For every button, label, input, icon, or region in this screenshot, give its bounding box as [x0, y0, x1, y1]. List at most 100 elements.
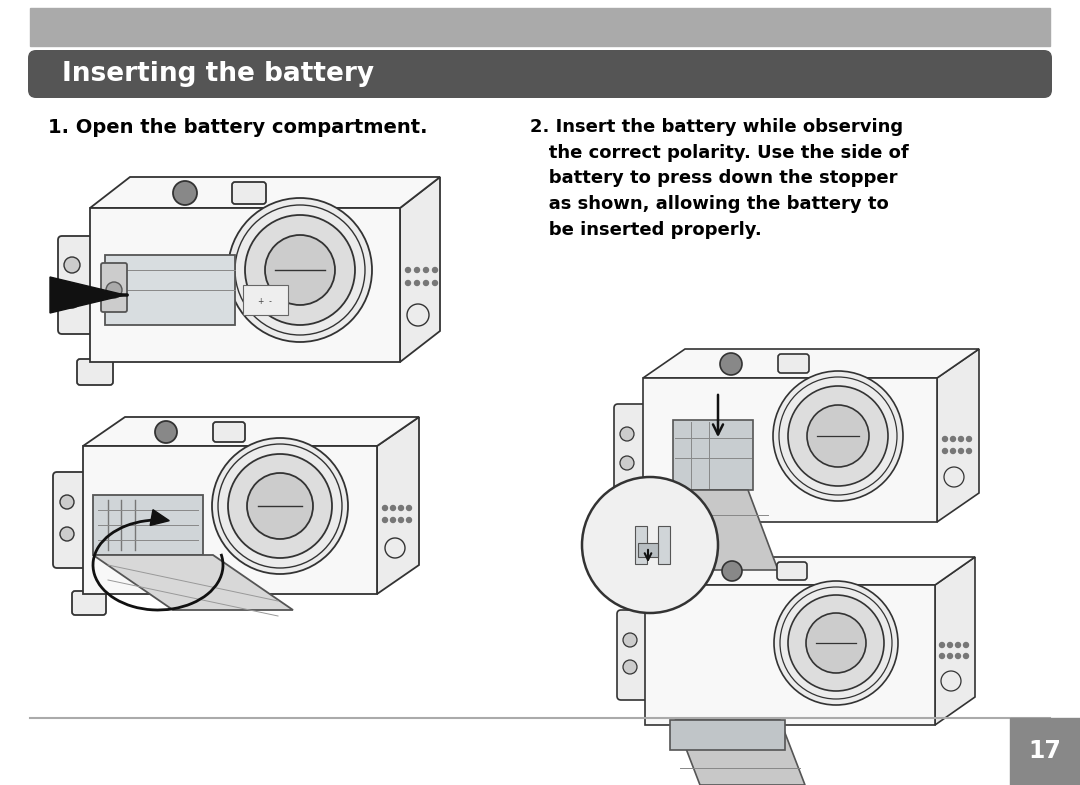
- Circle shape: [399, 506, 404, 510]
- Circle shape: [959, 436, 963, 441]
- Circle shape: [399, 517, 404, 523]
- FancyBboxPatch shape: [72, 591, 106, 615]
- Polygon shape: [643, 349, 978, 378]
- Circle shape: [384, 538, 405, 558]
- Polygon shape: [83, 446, 377, 594]
- FancyBboxPatch shape: [777, 562, 807, 580]
- Circle shape: [247, 473, 313, 539]
- Circle shape: [950, 448, 956, 454]
- Circle shape: [963, 642, 969, 648]
- Bar: [93, 495, 203, 555]
- Polygon shape: [937, 349, 978, 522]
- FancyBboxPatch shape: [778, 354, 809, 373]
- Circle shape: [423, 268, 429, 272]
- Circle shape: [415, 280, 419, 286]
- Circle shape: [173, 181, 197, 205]
- Circle shape: [967, 436, 972, 441]
- Polygon shape: [50, 277, 125, 313]
- FancyBboxPatch shape: [102, 263, 127, 312]
- Circle shape: [620, 427, 634, 441]
- Circle shape: [959, 448, 963, 454]
- Circle shape: [807, 405, 869, 467]
- FancyBboxPatch shape: [232, 182, 266, 204]
- Circle shape: [432, 268, 437, 272]
- Circle shape: [391, 517, 395, 523]
- Circle shape: [947, 653, 953, 659]
- Bar: [673, 420, 753, 490]
- Bar: [670, 720, 785, 750]
- Polygon shape: [150, 509, 170, 525]
- Polygon shape: [645, 557, 975, 585]
- Circle shape: [963, 653, 969, 659]
- Circle shape: [788, 386, 888, 486]
- Polygon shape: [935, 557, 975, 725]
- Polygon shape: [377, 417, 419, 594]
- Bar: [638, 543, 658, 557]
- Circle shape: [432, 280, 437, 286]
- Circle shape: [405, 268, 410, 272]
- Polygon shape: [90, 208, 400, 362]
- Circle shape: [212, 438, 348, 574]
- Circle shape: [940, 653, 945, 659]
- Text: 1. Open the battery compartment.: 1. Open the battery compartment.: [48, 118, 428, 137]
- Circle shape: [407, 304, 429, 326]
- Circle shape: [228, 198, 372, 342]
- Circle shape: [623, 633, 637, 647]
- Circle shape: [406, 506, 411, 510]
- Circle shape: [265, 235, 335, 305]
- FancyBboxPatch shape: [213, 422, 245, 442]
- Circle shape: [773, 371, 903, 501]
- Circle shape: [60, 495, 75, 509]
- Circle shape: [60, 527, 75, 541]
- Bar: [635, 526, 647, 564]
- Text: Inserting the battery: Inserting the battery: [62, 61, 374, 87]
- Circle shape: [582, 477, 718, 613]
- Circle shape: [956, 642, 960, 648]
- Polygon shape: [643, 378, 937, 522]
- Circle shape: [406, 517, 411, 523]
- Polygon shape: [83, 417, 419, 446]
- Polygon shape: [678, 490, 778, 570]
- Circle shape: [947, 642, 953, 648]
- Bar: [658, 526, 670, 564]
- FancyBboxPatch shape: [617, 610, 649, 700]
- Circle shape: [967, 448, 972, 454]
- Circle shape: [940, 642, 945, 648]
- Circle shape: [156, 421, 177, 443]
- Circle shape: [382, 517, 388, 523]
- FancyBboxPatch shape: [53, 472, 87, 568]
- Circle shape: [723, 561, 742, 581]
- Text: 2. Insert the battery while observing
   the correct polarity. Use the side of
 : 2. Insert the battery while observing th…: [530, 118, 908, 239]
- Polygon shape: [93, 555, 293, 610]
- Polygon shape: [400, 177, 440, 362]
- Circle shape: [806, 613, 866, 673]
- Circle shape: [64, 292, 80, 308]
- Circle shape: [943, 436, 947, 441]
- FancyBboxPatch shape: [28, 50, 1052, 98]
- Bar: [1010, 718, 1080, 785]
- Polygon shape: [675, 720, 805, 785]
- Circle shape: [106, 282, 122, 298]
- Circle shape: [391, 506, 395, 510]
- Circle shape: [228, 454, 332, 558]
- Text: +  -: + -: [258, 297, 272, 305]
- Circle shape: [956, 653, 960, 659]
- Circle shape: [788, 595, 885, 691]
- Circle shape: [950, 436, 956, 441]
- Bar: [243, 285, 288, 315]
- Circle shape: [944, 467, 964, 487]
- Circle shape: [415, 268, 419, 272]
- Circle shape: [64, 257, 80, 273]
- FancyBboxPatch shape: [77, 359, 113, 385]
- Circle shape: [774, 581, 897, 705]
- Circle shape: [405, 280, 410, 286]
- Circle shape: [623, 660, 637, 674]
- Circle shape: [382, 506, 388, 510]
- Polygon shape: [645, 585, 935, 725]
- Circle shape: [245, 215, 355, 325]
- FancyBboxPatch shape: [58, 236, 94, 334]
- Polygon shape: [90, 177, 440, 208]
- Text: 17: 17: [1028, 739, 1062, 763]
- Circle shape: [720, 353, 742, 375]
- FancyBboxPatch shape: [615, 404, 647, 497]
